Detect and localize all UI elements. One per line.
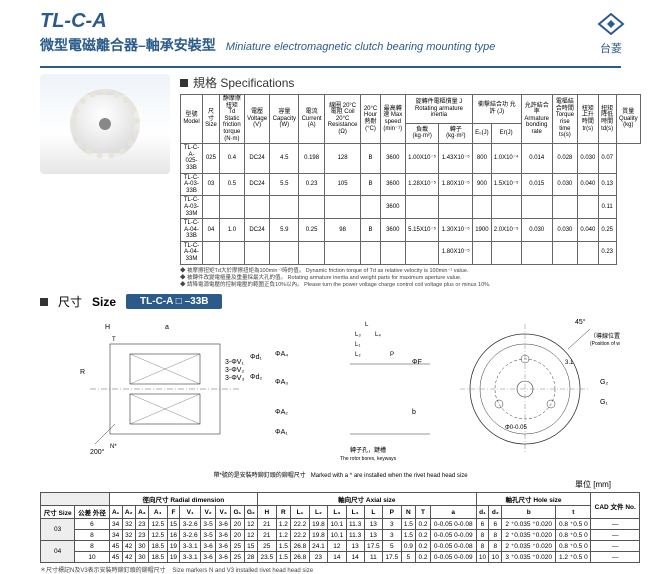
svg-text:L₂: L₂ [355, 352, 361, 358]
cross-section-diagram: 200° Ha R 3-ΦV₁ 3-ΦV₂ 3-ΦV₃ Φd₁ Φd₂ ΦA₄ … [50, 314, 330, 464]
subtitle-en: Miniature electromagnetic clutch bearing… [226, 41, 496, 53]
unit-label: 單位 [mm] [40, 479, 611, 490]
size-label-en: Size [92, 295, 116, 309]
size-section: 尺寸 Size TL-C-A □ –33B 200° Ha R 3-ΦV₁ 3-… [0, 289, 661, 574]
svg-text:a: a [165, 324, 169, 331]
spec-heading: 規格 Specifications [180, 74, 641, 91]
size-heading: 尺寸 Size TL-C-A □ –33B [40, 293, 641, 310]
svg-text:3-ΦV₃: 3-ΦV₃ [225, 375, 244, 382]
svg-text:L: L [365, 322, 369, 328]
svg-text:L₄: L₄ [375, 332, 381, 338]
dim-31: 3.1 [565, 360, 574, 366]
note2: ◆ 被轉件改變電樞量及重量採最大孔的值。 Rotating armature i… [180, 275, 641, 282]
svg-text:3-ΦV₂: 3-ΦV₂ [225, 367, 244, 374]
spec-table-wrap: 規格 Specifications 型號 Model尺寸 Size靜摩擦扭矩 T… [180, 74, 641, 289]
subtitle-cn: 微型電磁離合器–軸承安裝型 [40, 37, 216, 53]
wire-pos-en: (Position of wire) [590, 341, 620, 347]
angle45: 45° [575, 318, 586, 326]
svg-text:H: H [105, 324, 110, 331]
note3: ◆ 請降電源電壓的控制電壓的範圍正負10%以內。 Please turn the… [180, 282, 641, 289]
diagrams: 200° Ha R 3-ΦV₁ 3-ΦV₂ 3-ΦV₃ Φd₁ Φd₂ ΦA₄ … [40, 314, 641, 464]
spec-title-en: Specifications [220, 76, 294, 90]
divider [40, 66, 621, 68]
svg-text:b: b [412, 409, 416, 416]
model-number: TL-C-A [40, 10, 581, 33]
mark-note: 帶*號的是安裝時鉚釘頭的鉚帽尺寸 Marked with a * are ins… [40, 470, 641, 479]
mark-cn: 帶*號的是安裝時鉚釘頭的鉚帽尺寸 [213, 473, 305, 479]
front-face-diagram: 45° （導線位置） (Position of wire) 3.1 G₂ G₁ … [450, 314, 620, 464]
logo-icon [593, 10, 629, 38]
brand-logo: 台菱 [581, 10, 641, 56]
gear-icon [70, 89, 140, 159]
svg-text:T: T [112, 337, 116, 343]
svg-text:R: R [80, 369, 85, 376]
size-code: TL-C-A □ –33B [126, 294, 222, 309]
svg-text:Φ0-0.05: Φ0-0.05 [505, 425, 527, 431]
svg-text:ΦA₁: ΦA₁ [275, 429, 288, 436]
svg-text:L₁: L₁ [355, 342, 360, 348]
svg-text:ΦF: ΦF [412, 359, 422, 366]
rotor-label-en: The rotor bores, keyways [340, 456, 397, 462]
mark-en: Marked with a * are installed when the r… [311, 473, 468, 479]
svg-text:Φd₂: Φd₂ [250, 374, 262, 381]
product-photo [40, 74, 170, 174]
dimension-table: 徑向尺寸 Radial dimension軸向尺寸 Axial size軸孔尺寸… [40, 492, 640, 563]
hatch-200: 200° [90, 448, 105, 456]
foot-en: Size markers N and V3 installed rivet he… [172, 568, 313, 574]
svg-text:G₁: G₁ [600, 399, 608, 406]
subtitle: 微型電磁離合器–軸承安裝型 Miniature electromagnetic … [40, 35, 581, 55]
title-block: TL-C-A 微型電磁離合器–軸承安裝型 Miniature electroma… [40, 10, 581, 55]
svg-text:3-ΦV₁: 3-ΦV₁ [225, 359, 244, 366]
spec-title-cn: 規格 [193, 74, 217, 91]
svg-text:P: P [390, 352, 394, 358]
axial-diagram: L L₃ L₄ L₁ L₂ P ΦF b 轉子孔，鍵槽 The rotor bor… [340, 314, 440, 464]
svg-text:ΦA₄: ΦA₄ [275, 351, 288, 358]
spec-section: 規格 Specifications 型號 Model尺寸 Size靜摩擦扭矩 T… [0, 74, 661, 289]
svg-text:ΦA₂: ΦA₂ [275, 409, 288, 416]
header: TL-C-A 微型電磁離合器–軸承安裝型 Miniature electroma… [0, 0, 661, 62]
svg-text:Φd₁: Φd₁ [250, 354, 262, 361]
brand-name: 台菱 [581, 40, 641, 56]
spec-notes: ◆ 被摩擦扭矩Td大於摩擦扭矩為100min⁻¹時的值。 Dynamic fri… [180, 268, 641, 289]
svg-text:L₃: L₃ [355, 332, 361, 338]
spec-table: 型號 Model尺寸 Size靜摩擦扭矩 Td Static friction … [180, 94, 641, 265]
svg-text:G₂: G₂ [600, 379, 608, 386]
foot-cn: ＊尺寸標記N及V3表示安裝時鉚釘頭的鉚帽尺寸 [40, 568, 166, 574]
dim-footnote: ＊尺寸標記N及V3表示安裝時鉚釘頭的鉚帽尺寸 Size markers N an… [40, 565, 641, 574]
wire-pos-cn: （導線位置） [590, 332, 620, 340]
size-label-cn: 尺寸 [58, 293, 82, 310]
svg-text:N*: N* [110, 444, 117, 450]
svg-text:ΦA₃: ΦA₃ [275, 379, 288, 386]
rotor-label-cn: 轉子孔，鍵槽 [350, 446, 386, 454]
note1: ◆ 被摩擦扭矩Td大於摩擦扭矩為100min⁻¹時的值。 Dynamic fri… [180, 268, 641, 275]
